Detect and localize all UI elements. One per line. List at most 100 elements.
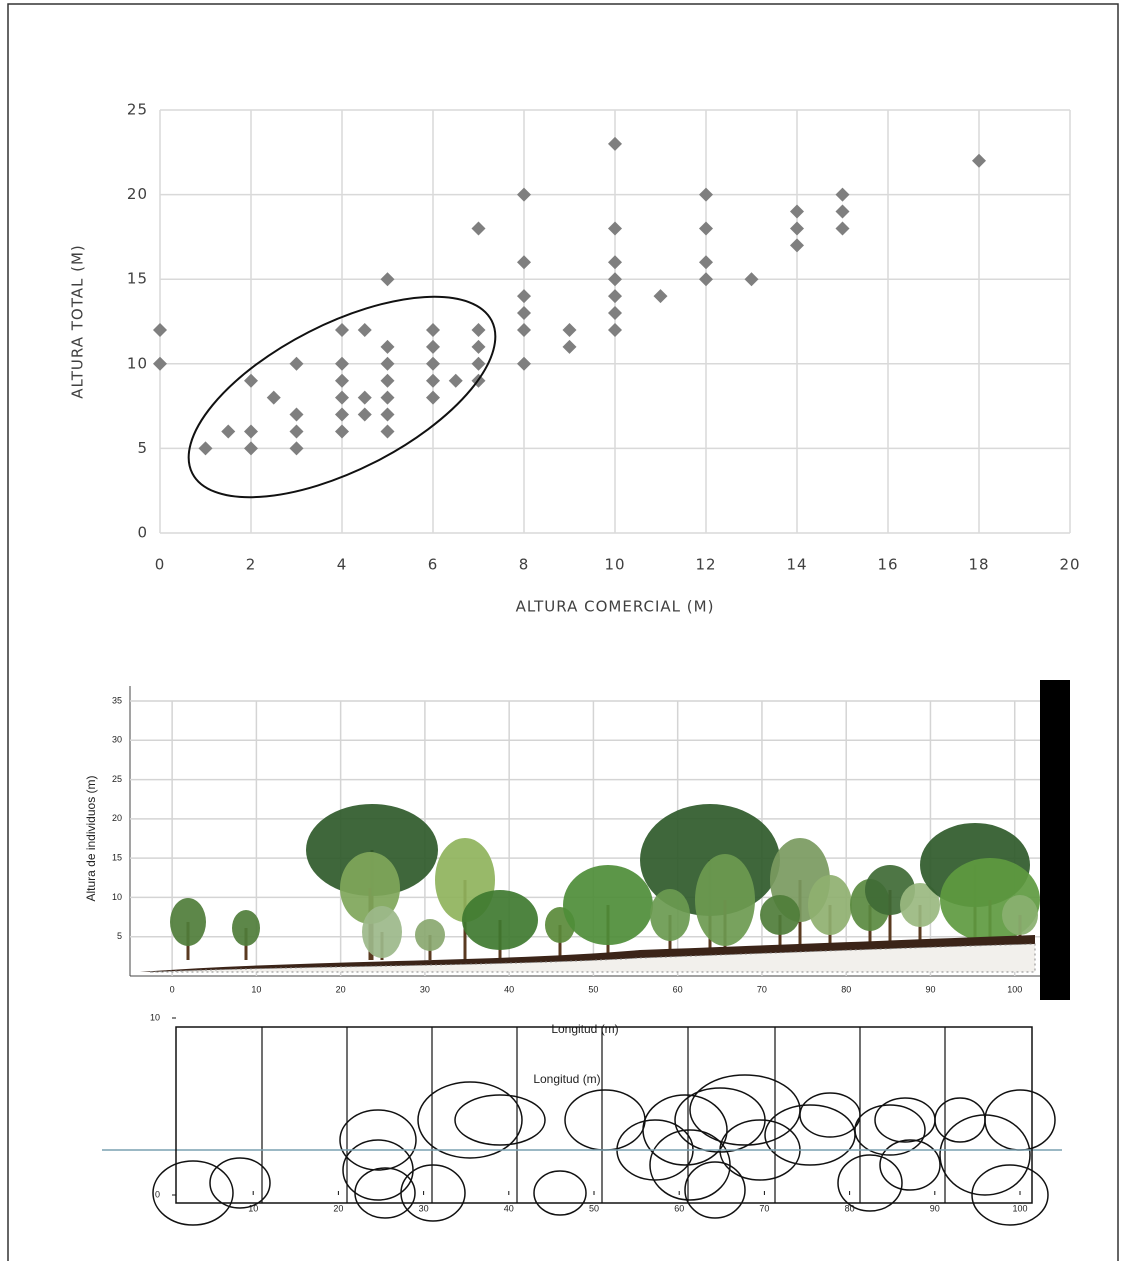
crown-outline bbox=[875, 1098, 935, 1142]
y-tick-label: 30 bbox=[112, 735, 122, 745]
tree-crown bbox=[695, 854, 755, 946]
tree-crown bbox=[808, 875, 852, 935]
x-tick-label: 16 bbox=[877, 556, 898, 574]
crown-outline bbox=[880, 1140, 940, 1190]
x-tick-label: 12 bbox=[695, 556, 716, 574]
crown-outline bbox=[455, 1095, 545, 1145]
point bbox=[290, 408, 304, 422]
y-tick-label: 25 bbox=[112, 774, 122, 784]
plot-box bbox=[176, 1027, 1032, 1203]
point bbox=[608, 137, 622, 151]
x-tick-label: 10 bbox=[251, 984, 261, 994]
x-tick-label: 8 bbox=[519, 556, 530, 574]
crown-outline bbox=[418, 1082, 522, 1158]
x-tick-label: 6 bbox=[428, 556, 439, 574]
x-tick-label: 30 bbox=[419, 1203, 429, 1213]
x-tick-label: 30 bbox=[420, 984, 430, 994]
crown-outline bbox=[855, 1105, 925, 1155]
point bbox=[358, 391, 372, 405]
y-axis-title: Altura de individuos (m) bbox=[84, 775, 98, 901]
y-tick-label: 5 bbox=[117, 931, 122, 941]
point bbox=[426, 374, 440, 388]
tree-crown bbox=[563, 865, 653, 945]
y-tick-label: 15 bbox=[112, 853, 122, 863]
black-bar bbox=[1040, 680, 1070, 1000]
x-tick-label: 70 bbox=[757, 984, 767, 994]
crown-outline bbox=[800, 1093, 860, 1137]
point bbox=[517, 323, 531, 337]
x-tick-label: 80 bbox=[841, 984, 851, 994]
x-tick-label: 50 bbox=[589, 1203, 599, 1213]
y-tick-label: 20 bbox=[112, 813, 122, 823]
point bbox=[267, 391, 281, 405]
point bbox=[335, 391, 349, 405]
y-tick-label: 10 bbox=[127, 354, 148, 372]
y-tick-label: 5 bbox=[137, 439, 148, 457]
point bbox=[426, 391, 440, 405]
x-tick-label: 14 bbox=[786, 556, 807, 574]
point bbox=[608, 289, 622, 303]
point bbox=[335, 323, 349, 337]
crown-outline bbox=[210, 1158, 270, 1208]
point bbox=[290, 424, 304, 438]
x-tick-label: 18 bbox=[968, 556, 989, 574]
point bbox=[790, 238, 804, 252]
point bbox=[654, 289, 668, 303]
tree-crown bbox=[650, 889, 690, 941]
point bbox=[221, 424, 235, 438]
x-tick-label: 60 bbox=[673, 984, 683, 994]
x-tick-label: 90 bbox=[925, 984, 935, 994]
x-tick-label: 100 bbox=[1012, 1203, 1027, 1213]
point bbox=[699, 255, 713, 269]
x-tick-label: 100 bbox=[1007, 984, 1022, 994]
point bbox=[381, 374, 395, 388]
point bbox=[608, 255, 622, 269]
point bbox=[358, 408, 372, 422]
x-tick-label: 2 bbox=[246, 556, 257, 574]
tree-crown bbox=[462, 890, 538, 950]
point bbox=[517, 289, 531, 303]
x-tick-label: 50 bbox=[588, 984, 598, 994]
point bbox=[517, 188, 531, 202]
point bbox=[290, 441, 304, 455]
crown-outline bbox=[685, 1162, 745, 1218]
tree-crown bbox=[760, 895, 800, 935]
point bbox=[563, 340, 577, 354]
point bbox=[699, 272, 713, 286]
point bbox=[381, 357, 395, 371]
x-axis-title: Longitud (m) bbox=[551, 1022, 618, 1036]
point bbox=[244, 441, 258, 455]
point bbox=[358, 323, 372, 337]
point bbox=[244, 424, 258, 438]
x-tick-label: 90 bbox=[930, 1203, 940, 1213]
point bbox=[608, 221, 622, 235]
y-tick-label: 15 bbox=[127, 270, 148, 288]
point bbox=[381, 391, 395, 405]
point bbox=[836, 205, 850, 219]
x-tick-label: 60 bbox=[674, 1203, 684, 1213]
point bbox=[972, 154, 986, 168]
tree-crown bbox=[1002, 895, 1038, 935]
point bbox=[244, 374, 258, 388]
figure: 051015202502468101214161820ALTURA COMERC… bbox=[0, 0, 1124, 1261]
y-axis-title: ALTURA TOTAL (M) bbox=[69, 244, 87, 399]
y-tick-label: 10 bbox=[112, 892, 122, 902]
point bbox=[381, 340, 395, 354]
point bbox=[426, 357, 440, 371]
crown-outline bbox=[153, 1161, 233, 1225]
crown-outline bbox=[355, 1168, 415, 1218]
crown-outline bbox=[565, 1090, 645, 1150]
point bbox=[517, 255, 531, 269]
x-tick-label: 20 bbox=[336, 984, 346, 994]
point bbox=[836, 188, 850, 202]
point bbox=[517, 306, 531, 320]
x-axis-title: ALTURA COMERCIAL (M) bbox=[516, 598, 715, 616]
x-tick-label: 40 bbox=[504, 1203, 514, 1213]
point bbox=[335, 408, 349, 422]
point bbox=[790, 205, 804, 219]
tree-crown bbox=[170, 898, 206, 946]
x-tick-label: 0 bbox=[155, 556, 166, 574]
point bbox=[335, 374, 349, 388]
